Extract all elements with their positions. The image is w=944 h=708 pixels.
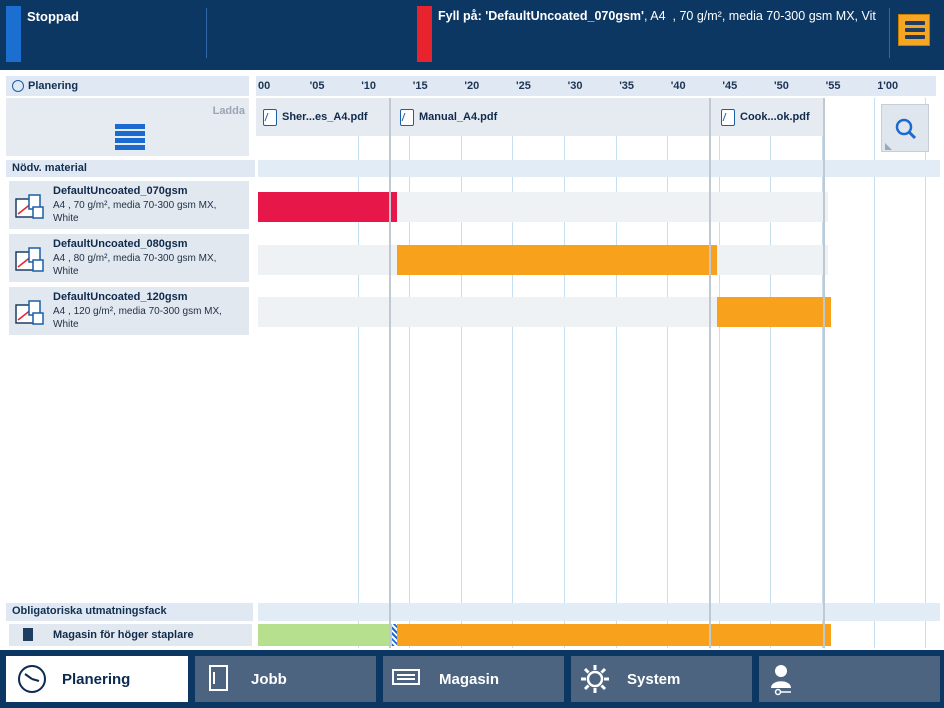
status-divider-right (889, 8, 890, 58)
tab-label: Magasin (439, 671, 500, 688)
media-name: DefaultUncoated_070gsm (53, 185, 188, 197)
output-header-label: Obligatoriska utmatningsfack (12, 605, 167, 617)
tray-icon (392, 669, 420, 685)
pdf-document-icon (721, 108, 735, 126)
media-paper-icon (15, 300, 44, 325)
pdf-document-icon (263, 108, 277, 126)
materials-header: Nödv. material (6, 160, 255, 177)
gear-icon (581, 665, 609, 693)
timeline-gridline (770, 98, 772, 648)
fill-prefix: Fyll på: (438, 9, 486, 23)
media-paper-icon (15, 247, 44, 272)
media-name: DefaultUncoated_080gsm (53, 238, 188, 250)
timeline-tick-label: 1'00 (877, 80, 899, 92)
timeline-tick-label: '35 (619, 80, 635, 92)
timeline-gridline (873, 98, 875, 648)
fill-media-details: , A4 , 70 g/m², media 70-300 gsm MX, Vit (644, 9, 876, 23)
timeline-tick-label: '25 (516, 80, 531, 92)
media-usage-bar[interactable] (258, 192, 398, 222)
job-item[interactable]: Sher...es_A4.pdf (263, 107, 368, 127)
timeline-tick-label: '10 (361, 80, 377, 92)
load-queue-icon[interactable] (115, 124, 145, 152)
bottom-navigation: Planering Jobb Magasin System (0, 650, 944, 708)
planning-title: Planering (28, 80, 79, 92)
timeline-tick-label: '40 (670, 80, 686, 92)
status-bar: Stoppad Fyll på: 'DefaultUncoated_070gsm… (0, 0, 944, 70)
tab-user[interactable] (759, 656, 940, 702)
job-item[interactable]: Cook...ok.pdf (721, 107, 810, 127)
alert-indicator (417, 6, 432, 62)
timeline-gridline (615, 98, 617, 648)
materials-lane-header (258, 160, 940, 177)
pdf-document-icon (400, 108, 414, 126)
timeline-tick-label: '20 (464, 80, 480, 92)
output-tray-row[interactable]: Magasin för höger staplare (9, 624, 252, 646)
clock-icon (12, 80, 24, 92)
media-card-080[interactable]: DefaultUncoated_080gsm A4 , 80 g/m², med… (9, 234, 249, 282)
job-boundary-marker (823, 98, 825, 648)
fill-media-name: 'DefaultUncoated_070gsm' (485, 9, 645, 23)
timeline-gridline (460, 98, 462, 648)
media-usage-bar[interactable] (717, 297, 831, 327)
media-name: DefaultUncoated_120gsm (53, 291, 188, 303)
job-boundary-marker (709, 98, 711, 648)
timeline-tick-label: '55 (825, 80, 841, 92)
timeline-tick-label: '45 (722, 80, 738, 92)
zoom-button[interactable] (881, 104, 929, 152)
clock-icon (18, 665, 46, 693)
timeline-gridline (409, 98, 411, 648)
output-done-bar (258, 624, 393, 646)
document-icon (209, 665, 228, 691)
user-key-icon (771, 665, 791, 696)
job-name: Cook...ok.pdf (740, 111, 810, 123)
timeline-gridline (357, 98, 359, 648)
timeline-tick-label: '05 (309, 80, 325, 92)
output-tray-label: Magasin för höger staplare (53, 629, 194, 641)
fill-media-message[interactable]: Fyll på: 'DefaultUncoated_070gsm', A4 , … (438, 9, 876, 23)
planning-header: Planering (6, 76, 249, 96)
materials-header-label: Nödv. material (12, 162, 87, 174)
job-item[interactable]: Manual_A4.pdf (400, 107, 497, 127)
job-name: Manual_A4.pdf (419, 111, 498, 123)
media-paper-icon (15, 194, 44, 219)
timeline-gridline (564, 98, 565, 648)
media-card-120[interactable]: DefaultUncoated_120gsm A4 , 120 g/m², me… (9, 287, 249, 335)
timeline-tick-label: '15 (412, 80, 428, 92)
tab-label: System (627, 671, 681, 688)
tab-system[interactable]: System (571, 656, 752, 702)
media-description: A4 , 70 g/m², media 70-300 gsm MX, White (53, 200, 217, 224)
tab-label: Planering (62, 671, 131, 688)
media-description: A4 , 80 g/m², media 70-300 gsm MX, White (53, 253, 217, 277)
timeline-gridline (512, 98, 514, 648)
media-usage-bar[interactable] (397, 245, 718, 275)
load-label: Ladda (212, 105, 245, 117)
status-divider (206, 8, 207, 58)
timeline-gridline (925, 98, 927, 648)
output-header: Obligatoriska utmatningsfack (6, 603, 253, 621)
timeline-tick-label: '30 (567, 80, 583, 92)
timeline-tick-label: 00 (258, 80, 271, 92)
tab-jobb[interactable]: Jobb (195, 656, 376, 702)
timeline-ruler (256, 76, 936, 96)
output-current-marker (392, 624, 399, 646)
tab-label: Jobb (251, 671, 287, 688)
search-icon (885, 118, 917, 150)
job-boundary-marker (389, 98, 391, 648)
job-name: Sher...es_A4.pdf (282, 111, 368, 123)
stacker-icon (23, 628, 33, 641)
printer-state-label: Stoppad (27, 9, 79, 24)
timeline-tick-label: '50 (774, 80, 789, 92)
timeline-gridline (667, 98, 669, 648)
media-description: A4 , 120 g/m², media 70-300 gsm MX, Whit… (53, 306, 222, 330)
media-card-070[interactable]: DefaultUncoated_070gsm A4 , 70 g/m², med… (9, 181, 249, 229)
tab-magasin[interactable]: Magasin (383, 656, 564, 702)
output-busy-bar (397, 624, 831, 646)
timeline-gridline (822, 98, 823, 648)
tab-planering[interactable]: Planering (6, 656, 188, 702)
queue-menu-button[interactable] (898, 14, 930, 46)
printer-state-indicator (6, 6, 21, 62)
output-lane-header (258, 603, 940, 621)
load-panel[interactable]: Ladda (6, 98, 249, 156)
timeline-gridline (718, 98, 720, 648)
